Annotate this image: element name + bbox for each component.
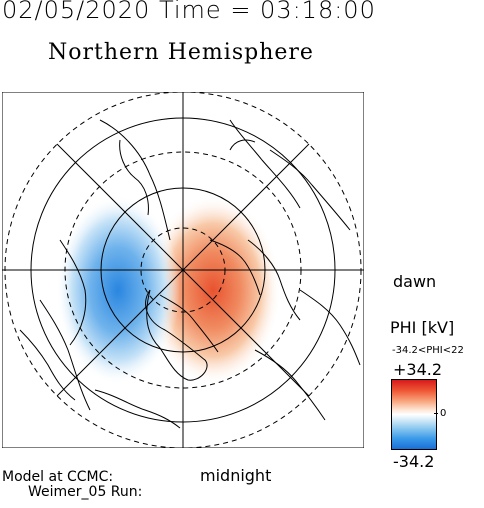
coastlines <box>19 119 361 429</box>
colorbar-max-label: +34.2 <box>393 360 443 379</box>
potential-field <box>56 195 281 385</box>
colorbar-zero-label: 0 <box>440 408 447 419</box>
model-line-2: Weimer_05 Run: <box>28 484 143 500</box>
colorbar-range: -34.2<PHI<22 <box>392 345 464 356</box>
meridians <box>2 92 364 448</box>
colorbar-min-label: -34.2 <box>393 452 435 471</box>
plot-title: Northern Hemisphere <box>48 40 314 65</box>
colorbar-title: PHI [kV] <box>390 318 455 337</box>
midnight-label: midnight <box>200 466 272 485</box>
colorbar <box>391 379 437 450</box>
colorbar-zero-tick <box>434 413 438 414</box>
positive-cell <box>145 195 281 385</box>
polar-map <box>2 92 364 448</box>
header-datetime: 02/05/2020 Time = 03:18:00 <box>2 0 376 24</box>
negative-cell <box>56 195 180 385</box>
dawn-label: dawn <box>393 272 437 291</box>
model-line-1: Model at CCMC: <box>2 469 114 485</box>
